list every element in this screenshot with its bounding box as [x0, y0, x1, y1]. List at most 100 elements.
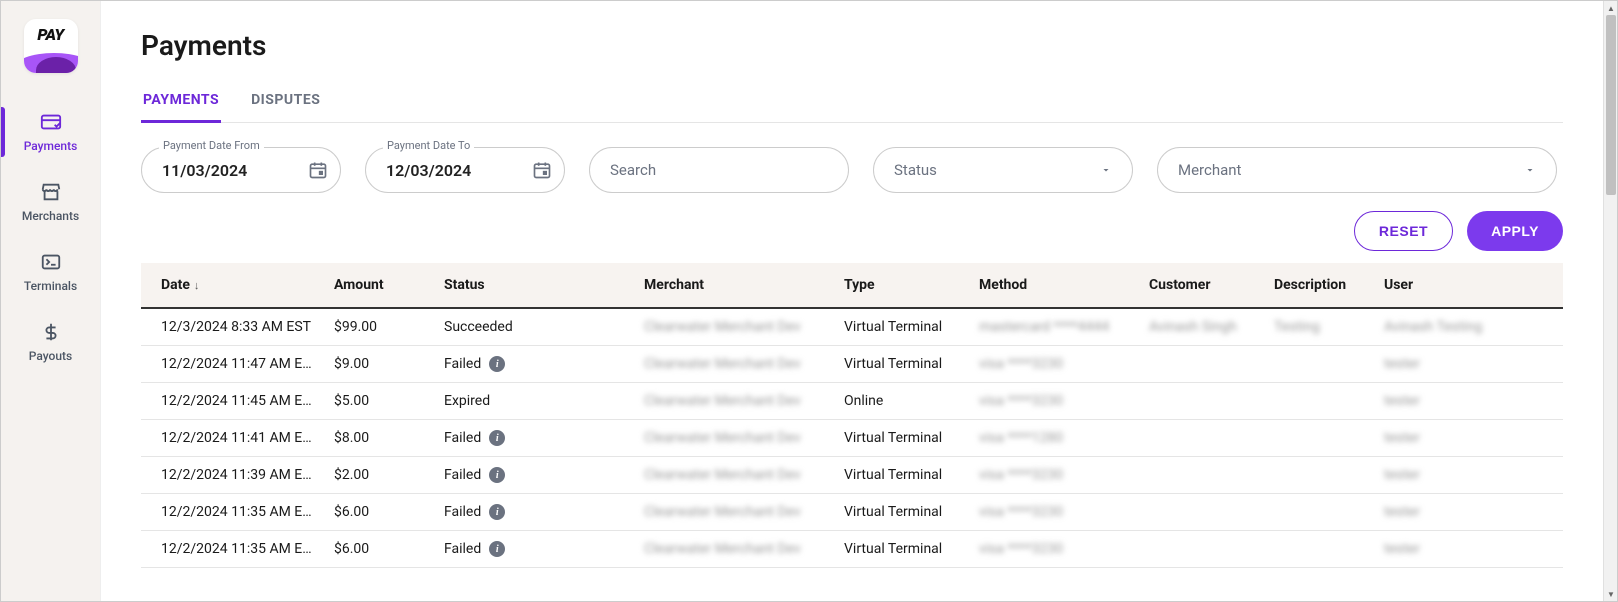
col-description[interactable]: Description — [1266, 263, 1376, 308]
cell-user: tester — [1376, 346, 1563, 383]
cell-method: mastercard ****4444 — [971, 308, 1141, 346]
scrollbar[interactable]: ▲ ▼ — [1603, 1, 1617, 601]
cell-description — [1266, 531, 1376, 568]
chevron-down-icon — [1524, 164, 1536, 176]
cell-merchant: Clearwater Merchant Dev — [636, 383, 836, 420]
sidebar: PAY Payments Merchants — [1, 1, 101, 601]
cell-amount: $6.00 — [326, 531, 436, 568]
cell-user: tester — [1376, 383, 1563, 420]
cell-type: Online — [836, 383, 971, 420]
date-from-value: 11/03/2024 — [162, 161, 247, 180]
scroll-thumb[interactable] — [1606, 15, 1616, 195]
cell-customer — [1141, 494, 1266, 531]
sidebar-item-payouts[interactable]: Payouts — [1, 307, 100, 377]
tab-disputes[interactable]: DISPUTES — [249, 82, 322, 122]
date-to-field[interactable]: Payment Date To 12/03/2024 — [365, 147, 565, 193]
sidebar-item-label: Payouts — [29, 349, 72, 363]
cell-method: visa ****3230 — [971, 494, 1141, 531]
app-root: PAY Payments Merchants — [0, 0, 1618, 602]
col-method[interactable]: Method — [971, 263, 1141, 308]
sidebar-item-label: Terminals — [24, 279, 77, 293]
info-icon[interactable]: i — [489, 430, 505, 446]
table-header-row: Date↓ Amount Status Merchant Type Method… — [141, 263, 1563, 308]
cell-status: Failedi — [436, 494, 636, 531]
cell-customer: Avinash Singh — [1141, 308, 1266, 346]
cell-merchant: Clearwater Merchant Dev — [636, 308, 836, 346]
main-content: Payments PAYMENTS DISPUTES Payment Date … — [101, 1, 1603, 601]
cell-description — [1266, 494, 1376, 531]
payments-table: Date↓ Amount Status Merchant Type Method… — [141, 263, 1563, 568]
logo-text: PAY — [24, 25, 78, 44]
cell-description — [1266, 420, 1376, 457]
table-row[interactable]: 12/3/2024 8:33 AM EST$99.00SucceededClea… — [141, 308, 1563, 346]
cell-date: 12/3/2024 8:33 AM EST — [141, 308, 326, 346]
scroll-up-icon[interactable]: ▲ — [1604, 1, 1618, 15]
col-user[interactable]: User — [1376, 263, 1563, 308]
cell-merchant: Clearwater Merchant Dev — [636, 531, 836, 568]
cell-customer — [1141, 346, 1266, 383]
col-status[interactable]: Status — [436, 263, 636, 308]
sidebar-item-merchants[interactable]: Merchants — [1, 167, 100, 237]
cell-method: visa ****3230 — [971, 531, 1141, 568]
credit-card-icon — [40, 111, 62, 133]
cell-user: tester — [1376, 494, 1563, 531]
calendar-icon — [308, 160, 328, 180]
sidebar-item-terminals[interactable]: Terminals — [1, 237, 100, 307]
date-from-field[interactable]: Payment Date From 11/03/2024 — [141, 147, 341, 193]
cell-user: tester — [1376, 420, 1563, 457]
cell-description — [1266, 346, 1376, 383]
cell-date: 12/2/2024 11:45 AM EST — [141, 383, 326, 420]
table-row[interactable]: 12/2/2024 11:35 AM EST$6.00FailediClearw… — [141, 531, 1563, 568]
col-merchant[interactable]: Merchant — [636, 263, 836, 308]
cell-date: 12/2/2024 11:47 AM EST — [141, 346, 326, 383]
status-placeholder: Status — [894, 161, 937, 179]
cell-type: Virtual Terminal — [836, 308, 971, 346]
chevron-down-icon — [1100, 164, 1112, 176]
table-row[interactable]: 12/2/2024 11:47 AM EST$9.00FailediClearw… — [141, 346, 1563, 383]
col-amount[interactable]: Amount — [326, 263, 436, 308]
cell-method: visa ****3230 — [971, 383, 1141, 420]
col-customer[interactable]: Customer — [1141, 263, 1266, 308]
merchant-placeholder: Merchant — [1178, 161, 1241, 179]
scroll-down-icon[interactable]: ▼ — [1604, 587, 1618, 601]
sidebar-item-payments[interactable]: Payments — [1, 97, 100, 167]
reset-button[interactable]: RESET — [1354, 211, 1453, 251]
apply-button[interactable]: APPLY — [1467, 211, 1563, 251]
cell-date: 12/2/2024 11:35 AM EST — [141, 531, 326, 568]
merchant-select[interactable]: Merchant — [1157, 147, 1557, 193]
col-date[interactable]: Date↓ — [141, 263, 326, 308]
cell-customer — [1141, 531, 1266, 568]
cell-amount: $2.00 — [326, 457, 436, 494]
info-icon[interactable]: i — [489, 356, 505, 372]
terminal-icon — [40, 251, 62, 273]
cell-type: Virtual Terminal — [836, 346, 971, 383]
cell-method: visa ****1280 — [971, 420, 1141, 457]
table-row[interactable]: 12/2/2024 11:39 AM EST$2.00FailediClearw… — [141, 457, 1563, 494]
table-row[interactable]: 12/2/2024 11:35 AM EST$6.00FailediClearw… — [141, 494, 1563, 531]
dollar-icon — [40, 321, 62, 343]
info-icon[interactable]: i — [489, 541, 505, 557]
cell-status: Succeeded — [436, 308, 636, 346]
col-type[interactable]: Type — [836, 263, 971, 308]
info-icon[interactable]: i — [489, 467, 505, 483]
table-row[interactable]: 12/2/2024 11:41 AM EST$8.00FailediClearw… — [141, 420, 1563, 457]
page-title: Payments — [141, 29, 1563, 62]
cell-merchant: Clearwater Merchant Dev — [636, 420, 836, 457]
cell-merchant: Clearwater Merchant Dev — [636, 494, 836, 531]
search-input[interactable]: Search — [589, 147, 849, 193]
tab-payments[interactable]: PAYMENTS — [141, 82, 221, 122]
cell-status: Failedi — [436, 531, 636, 568]
info-icon[interactable]: i — [489, 504, 505, 520]
store-icon — [40, 181, 62, 203]
cell-amount: $6.00 — [326, 494, 436, 531]
status-select[interactable]: Status — [873, 147, 1133, 193]
cell-customer — [1141, 383, 1266, 420]
cell-method: visa ****3230 — [971, 346, 1141, 383]
cell-customer — [1141, 457, 1266, 494]
cell-type: Virtual Terminal — [836, 420, 971, 457]
tabs: PAYMENTS DISPUTES — [141, 82, 1563, 123]
cell-type: Virtual Terminal — [836, 531, 971, 568]
filter-row: Payment Date From 11/03/2024 Payment Dat… — [141, 147, 1563, 193]
table-row[interactable]: 12/2/2024 11:45 AM EST$5.00ExpiredClearw… — [141, 383, 1563, 420]
cell-user: tester — [1376, 457, 1563, 494]
